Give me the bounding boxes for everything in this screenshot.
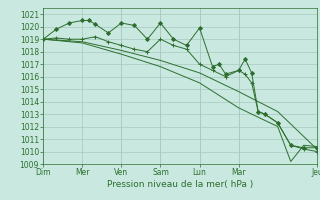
X-axis label: Pression niveau de la mer( hPa ): Pression niveau de la mer( hPa ) xyxy=(107,180,253,189)
